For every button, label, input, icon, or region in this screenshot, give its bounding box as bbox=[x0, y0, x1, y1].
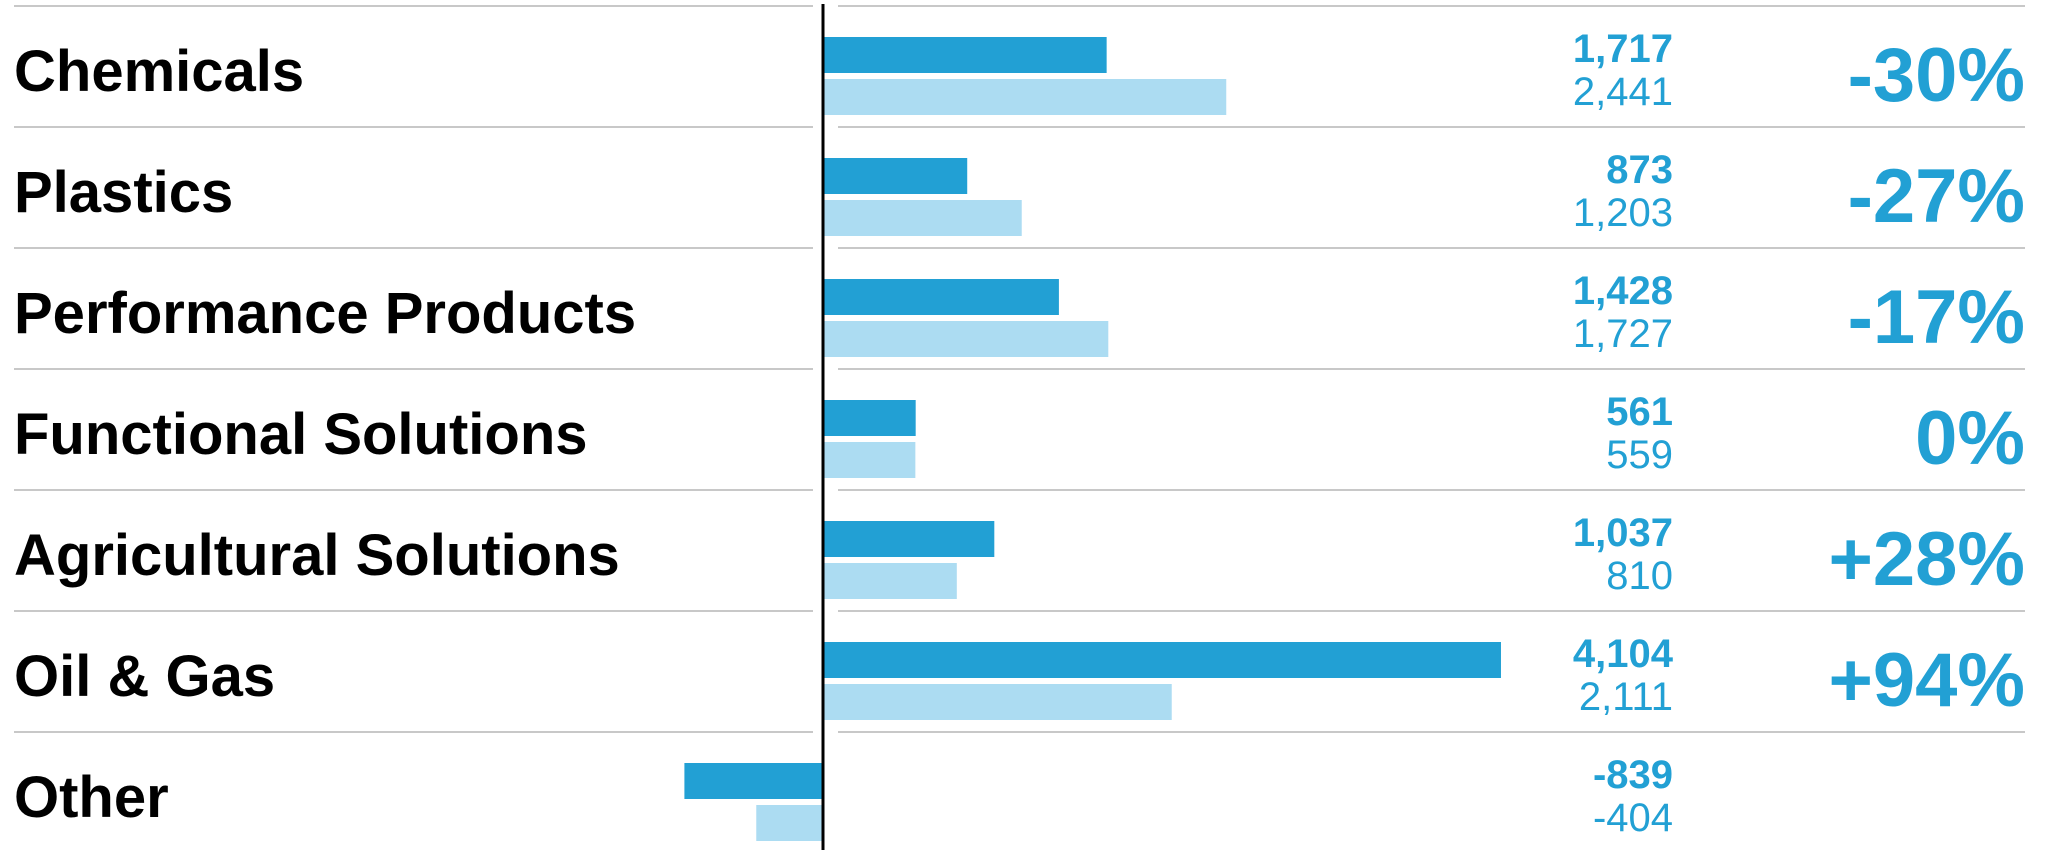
category-label: Chemicals bbox=[14, 39, 304, 104]
bar-current bbox=[823, 37, 1107, 73]
value-label-current: 4,104 bbox=[1573, 632, 1674, 676]
category-label: Other bbox=[14, 765, 169, 830]
change-label: +28% bbox=[1829, 517, 2026, 602]
value-label-current: 1,717 bbox=[1573, 27, 1673, 71]
value-label-previous: 1,203 bbox=[1573, 191, 1673, 235]
bar-current bbox=[684, 763, 823, 799]
value-label-previous: 2,441 bbox=[1573, 70, 1673, 114]
bar-previous bbox=[823, 442, 916, 478]
change-label: +94% bbox=[1829, 638, 2026, 723]
bar-previous bbox=[823, 200, 1022, 236]
bar-previous bbox=[823, 563, 957, 599]
value-label-previous: -404 bbox=[1593, 796, 1673, 840]
category-label: Oil & Gas bbox=[14, 644, 275, 709]
category-label: Performance Products bbox=[14, 281, 636, 346]
category-label: Plastics bbox=[14, 160, 233, 225]
bar-previous bbox=[756, 805, 823, 841]
value-label-current: 561 bbox=[1606, 390, 1673, 434]
value-label-current: 873 bbox=[1606, 148, 1673, 192]
change-label: -30% bbox=[1848, 33, 2025, 118]
bar-previous bbox=[823, 79, 1227, 115]
bar-previous bbox=[823, 321, 1109, 357]
value-label-previous: 559 bbox=[1606, 433, 1673, 477]
value-label-previous: 810 bbox=[1606, 554, 1673, 598]
value-label-current: -839 bbox=[1593, 753, 1673, 797]
value-label-previous: 2,111 bbox=[1579, 675, 1673, 719]
bar-current bbox=[823, 642, 1501, 678]
value-label-current: 1,037 bbox=[1573, 511, 1673, 555]
category-label: Agricultural Solutions bbox=[14, 523, 620, 588]
bar-current bbox=[823, 521, 995, 557]
bar-current bbox=[823, 158, 968, 194]
change-label: 0% bbox=[1915, 396, 2025, 481]
value-label-current: 1,428 bbox=[1573, 269, 1673, 313]
change-label: -17% bbox=[1848, 275, 2025, 360]
change-label: -27% bbox=[1848, 154, 2025, 239]
bar-previous bbox=[823, 684, 1172, 720]
category-label: Functional Solutions bbox=[14, 402, 588, 467]
value-label-previous: 1,727 bbox=[1573, 312, 1673, 356]
bar-current bbox=[823, 400, 916, 436]
bar-current bbox=[823, 279, 1059, 315]
